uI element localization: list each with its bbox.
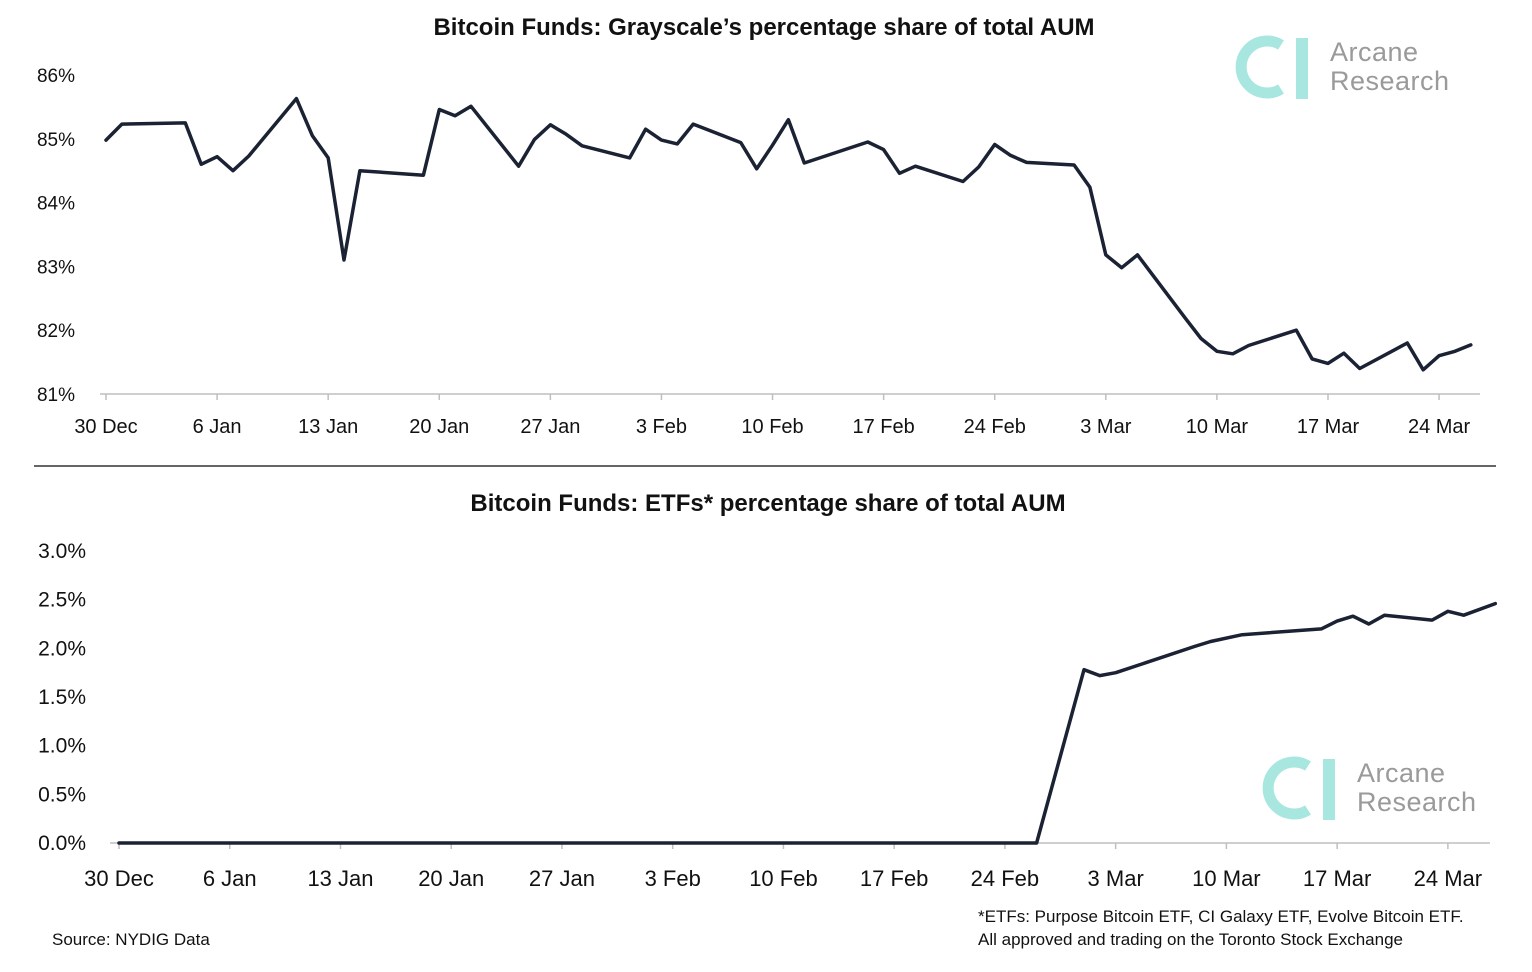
x-tick-label: 10 Mar bbox=[1186, 416, 1249, 438]
y-tick-label: 86% bbox=[37, 66, 75, 87]
arcane-research-logo: Arcane Research bbox=[1235, 35, 1450, 99]
y-tick-label: 85% bbox=[37, 130, 75, 151]
source-note: Source: NYDIG Data bbox=[52, 930, 210, 949]
x-tick-label: 3 Mar bbox=[1088, 866, 1144, 891]
y-tick-label: 1.0% bbox=[38, 735, 86, 758]
series-line bbox=[104, 96, 1473, 372]
x-tick-label: 30 Dec bbox=[84, 866, 154, 891]
chart-title: Bitcoin Funds: Grayscale’s percentage sh… bbox=[433, 14, 1094, 41]
logo-arc-shape bbox=[1235, 35, 1284, 99]
x-tick-label: 27 Jan bbox=[529, 866, 595, 891]
logo-bar-shape bbox=[1323, 759, 1335, 820]
y-tick-label: 2.0% bbox=[38, 637, 86, 660]
x-tick-label: 24 Feb bbox=[964, 416, 1026, 438]
footnote-line1: *ETFs: Purpose Bitcoin ETF, CI Galaxy ET… bbox=[978, 907, 1464, 926]
x-tick-label: 6 Jan bbox=[193, 416, 242, 438]
x-tick-label: 13 Jan bbox=[307, 866, 373, 891]
series-group bbox=[117, 601, 1498, 845]
y-tick-label: 0.0% bbox=[38, 832, 86, 855]
x-tick-label: 10 Feb bbox=[749, 866, 818, 891]
x-tick-label: 3 Mar bbox=[1080, 416, 1131, 438]
y-tick-label: 81% bbox=[37, 385, 75, 406]
arcane-research-logo: Arcane Research bbox=[1262, 756, 1477, 820]
series-group bbox=[104, 96, 1473, 372]
x-axis: 30 Dec 6 Jan 13 Jan 20 Jan 27 Jan 3 Feb 10 Feb… bbox=[74, 394, 1471, 438]
y-tick-label: 3.0% bbox=[38, 540, 86, 563]
x-tick-label: 20 Jan bbox=[418, 866, 484, 891]
y-tick-label: 82% bbox=[37, 321, 75, 342]
logo-bar-shape bbox=[1296, 38, 1308, 99]
y-tick-label: 2.5% bbox=[38, 589, 86, 612]
x-tick-label: 24 Feb bbox=[971, 866, 1040, 891]
x-tick-label: 17 Mar bbox=[1297, 416, 1360, 438]
x-tick-label: 17 Feb bbox=[860, 866, 929, 891]
etf-share-chart: Bitcoin Funds: ETFs* percentage share of… bbox=[38, 490, 1498, 891]
x-tick-label: 30 Dec bbox=[74, 416, 137, 438]
x-tick-label: 13 Jan bbox=[298, 416, 358, 438]
x-tick-label: 3 Feb bbox=[636, 416, 687, 438]
logo-arc-shape bbox=[1262, 756, 1311, 820]
x-tick-label: 10 Feb bbox=[741, 416, 803, 438]
y-tick-label: 84% bbox=[37, 194, 75, 215]
chart-title: Bitcoin Funds: ETFs* percentage share of… bbox=[470, 490, 1065, 517]
x-tick-label: 6 Jan bbox=[203, 866, 257, 891]
grayscale-share-chart: Bitcoin Funds: Grayscale’s percentage sh… bbox=[37, 14, 1480, 438]
y-tick-label: 0.5% bbox=[38, 783, 86, 806]
x-axis: 30 Dec 6 Jan 13 Jan 20 Jan 27 Jan 3 Feb 10 Feb… bbox=[84, 843, 1482, 891]
x-tick-label: 3 Feb bbox=[645, 866, 701, 891]
logo-text-line1: Arcane bbox=[1330, 37, 1419, 67]
y-axis: 81% 82% 83% 84% 85% 86% bbox=[37, 66, 75, 406]
x-tick-label: 20 Jan bbox=[409, 416, 469, 438]
y-tick-label: 1.5% bbox=[38, 686, 86, 709]
logo-text-line2: Research bbox=[1330, 66, 1450, 96]
x-tick-label: 24 Mar bbox=[1414, 866, 1482, 891]
logo-text-line1: Arcane bbox=[1357, 758, 1446, 788]
x-tick-label: 27 Jan bbox=[520, 416, 580, 438]
series-line bbox=[117, 601, 1498, 845]
y-axis: 0.0% 0.5% 1.0% 1.5% 2.0% 2.5% 3.0% bbox=[38, 540, 86, 855]
footnote-line2: All approved and trading on the Toronto … bbox=[978, 930, 1403, 949]
x-tick-label: 24 Mar bbox=[1408, 416, 1471, 438]
x-tick-label: 17 Feb bbox=[852, 416, 914, 438]
y-tick-label: 83% bbox=[37, 257, 75, 278]
logo-text-line2: Research bbox=[1357, 787, 1477, 817]
x-tick-label: 17 Mar bbox=[1303, 866, 1371, 891]
x-tick-label: 10 Mar bbox=[1192, 866, 1260, 891]
